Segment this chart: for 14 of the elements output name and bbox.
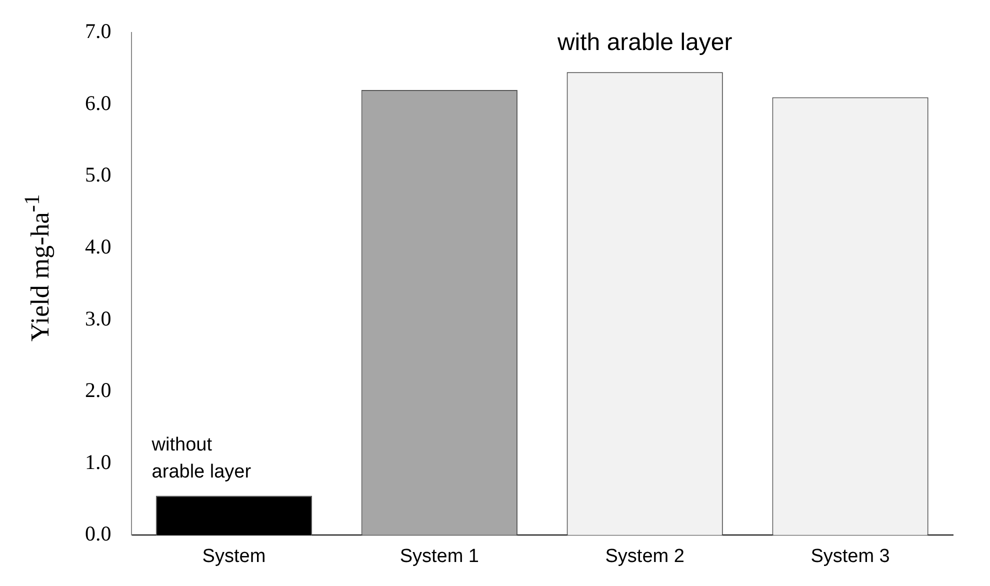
x-tick-label: System 2 <box>605 546 684 567</box>
x-tick-label: System <box>202 546 266 567</box>
y-tick-label: 5.0 <box>85 162 112 187</box>
y-tick-label: 0.0 <box>85 522 112 546</box>
y-tick-label: 7.0 <box>85 19 112 44</box>
x-tick-label: System 1 <box>400 546 480 567</box>
y-tick-label: 4.0 <box>85 234 112 259</box>
y-tick-label: 2.0 <box>85 378 112 402</box>
y-tick-label: 1.0 <box>85 450 112 474</box>
y-tick-label: 6.0 <box>85 90 112 115</box>
annotation: without arable layer <box>150 434 252 483</box>
y-tick-label: 3.0 <box>85 306 112 330</box>
annotation: with arable layer <box>556 29 732 56</box>
x-tick-label: System 3 <box>810 546 890 567</box>
